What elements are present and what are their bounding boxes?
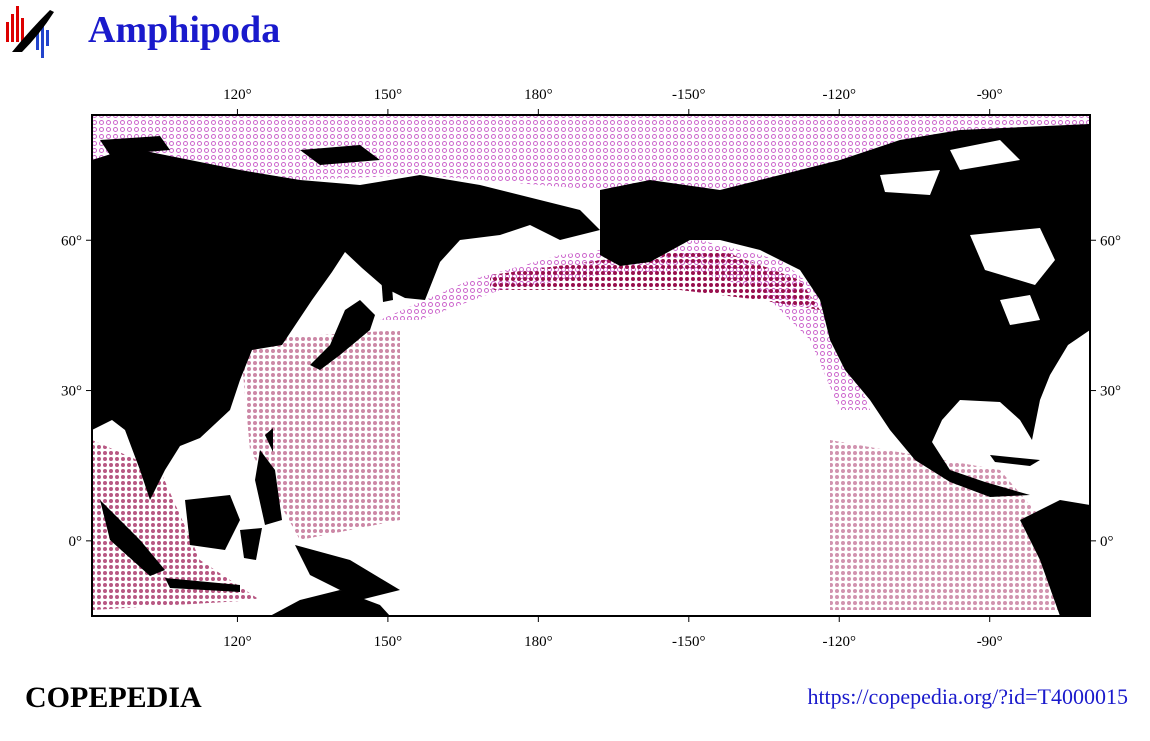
lon-tick-label: -90°	[977, 634, 1003, 650]
lon-tick-label: -90°	[977, 87, 1003, 103]
lon-tick-label: 120°	[223, 634, 252, 650]
lon-tick-label: -150°	[672, 87, 706, 103]
lon-tick-label: -120°	[822, 87, 856, 103]
url[interactable]: https://copepedia.org/?id=T4000015	[807, 684, 1128, 709]
lon-tick-label: 180°	[524, 87, 553, 103]
title: Amphipoda	[88, 9, 280, 51]
lat-tick-label: 30°	[61, 384, 82, 400]
map-frame	[91, 114, 1091, 617]
lat-tick-label: 30°	[1100, 384, 1121, 400]
brand: COPEPEDIA	[25, 681, 202, 714]
lat-tick-label: 0°	[1100, 534, 1114, 550]
lon-tick-label: 180°	[524, 634, 553, 650]
lon-tick-label: 150°	[374, 87, 403, 103]
logo	[6, 6, 54, 58]
lat-tick-label: 0°	[69, 534, 83, 550]
lon-tick-label: 120°	[223, 87, 252, 103]
land	[92, 124, 1090, 616]
lat-tick-label: 60°	[61, 233, 82, 249]
lon-tick-label: -150°	[672, 634, 706, 650]
lakes	[880, 140, 1055, 325]
lon-tick-label: 150°	[374, 634, 403, 650]
lon-tick-label: -120°	[822, 634, 856, 650]
lat-tick-label: 60°	[1100, 233, 1121, 249]
